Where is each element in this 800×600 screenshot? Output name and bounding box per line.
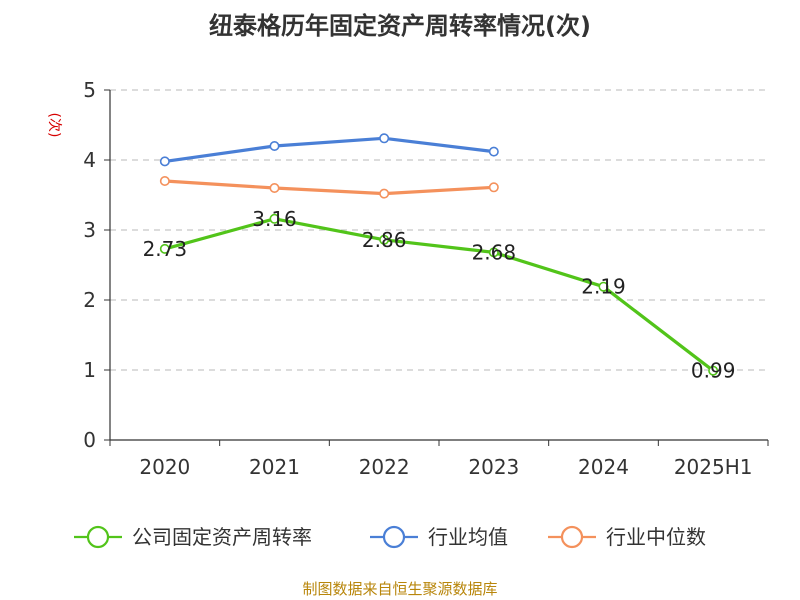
data-label: 2.73 (143, 237, 188, 261)
data-label: 0.99 (691, 359, 736, 383)
x-tick-label: 2023 (468, 455, 519, 479)
series-行业中位数 (159, 176, 499, 199)
data-point[interactable] (159, 156, 170, 167)
data-point[interactable] (269, 213, 280, 224)
legend-marker (560, 525, 584, 549)
source-note: 制图数据来自恒生聚源数据库 (302, 580, 497, 598)
y-axis-label: (次) (46, 113, 62, 138)
data-point[interactable] (159, 243, 170, 254)
legend-label: 行业中位数 (606, 525, 706, 549)
axes: 0 1 2 3 4 5 2020 2021 2022 2023 2024 2025H1 (83, 78, 769, 479)
data-point[interactable] (598, 281, 609, 292)
data-labels: 2.73 3.16 2.86 2.68 2.19 0.99 (143, 207, 736, 383)
series-行业均值 (159, 133, 499, 167)
x-tick-label: 2021 (249, 455, 300, 479)
data-point[interactable] (708, 365, 719, 376)
series-line (164, 217, 715, 372)
data-point[interactable] (269, 141, 280, 152)
data-label: 2.68 (472, 240, 517, 264)
y-tick-label: 4 (83, 148, 96, 172)
data-point[interactable] (488, 247, 499, 258)
y-tick-label: 2 (83, 288, 96, 312)
y-tick-label: 5 (83, 78, 96, 102)
data-point[interactable] (488, 182, 499, 193)
data-label: 3.16 (252, 207, 297, 231)
grid (110, 89, 768, 371)
x-tick-label: 2024 (578, 455, 629, 479)
x-tick-label: 2025H1 (674, 455, 753, 479)
series-layer (159, 133, 719, 376)
series-line (164, 179, 494, 196)
legend-marker (382, 525, 406, 549)
legend-label: 公司固定资产周转率 (132, 525, 312, 549)
data-point[interactable] (379, 188, 390, 199)
data-point[interactable] (379, 133, 390, 144)
data-point[interactable] (379, 234, 390, 245)
legend-item-公司固定资产周转率[interactable]: 公司固定资产周转率 (74, 525, 312, 549)
x-tick-label: 2022 (359, 455, 410, 479)
chart-title: 纽泰格历年固定资产周转率情况(次) (209, 12, 591, 40)
data-label: 2.86 (362, 228, 407, 252)
series-公司固定资产周转率 (159, 213, 719, 376)
legend[interactable]: 公司固定资产周转率 行业均值 行业中位数 (74, 525, 706, 549)
data-point[interactable] (269, 183, 280, 194)
legend-item-行业均值[interactable]: 行业均值 (370, 525, 508, 549)
legend-marker (86, 525, 110, 549)
x-tick-label: 2020 (139, 455, 190, 479)
data-point[interactable] (488, 146, 499, 157)
legend-item-行业中位数[interactable]: 行业中位数 (548, 525, 706, 549)
y-tick-label: 1 (83, 358, 96, 382)
data-label: 2.19 (581, 275, 626, 299)
series-line (164, 136, 495, 163)
y-tick-label: 3 (83, 218, 96, 242)
legend-label: 行业均值 (428, 525, 508, 549)
data-point[interactable] (159, 176, 170, 187)
y-tick-label: 0 (83, 428, 96, 452)
